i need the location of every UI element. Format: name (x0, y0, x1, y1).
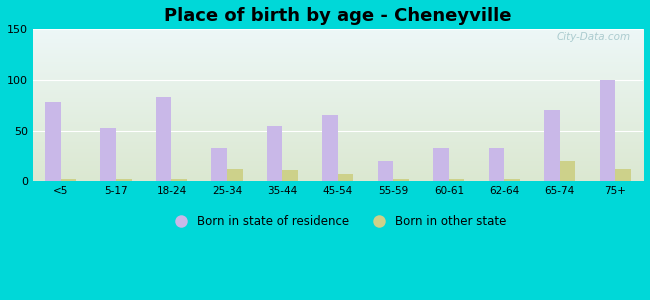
Bar (322, 116, 338, 181)
Bar (227, 169, 242, 181)
Bar (211, 148, 227, 181)
Bar (489, 148, 504, 181)
Bar (560, 161, 575, 181)
Text: City-Data.com: City-Data.com (557, 32, 631, 42)
Bar (378, 161, 393, 181)
Bar (434, 148, 449, 181)
Bar (393, 179, 409, 181)
Bar (172, 179, 187, 181)
Bar (267, 127, 283, 181)
Bar (116, 179, 131, 181)
Bar (504, 179, 520, 181)
Title: Place of birth by age - Cheneyville: Place of birth by age - Cheneyville (164, 7, 512, 25)
Bar (101, 128, 116, 181)
Bar (45, 102, 60, 181)
Bar (338, 174, 354, 181)
Bar (283, 170, 298, 181)
Bar (156, 97, 172, 181)
Bar (60, 179, 76, 181)
Bar (600, 80, 616, 181)
Bar (544, 110, 560, 181)
Legend: Born in state of residence, Born in other state: Born in state of residence, Born in othe… (164, 211, 512, 233)
Bar (616, 169, 631, 181)
Bar (449, 179, 464, 181)
